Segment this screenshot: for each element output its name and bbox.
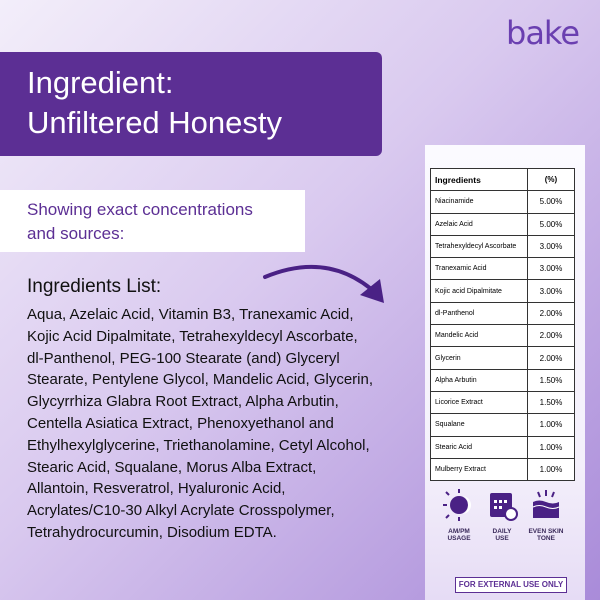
table-row: Tetrahexyldecyl Ascorbate 3.00%	[430, 234, 575, 259]
icon-label: USAGE	[447, 535, 471, 542]
table-row: dl-Panthenol 2.00%	[430, 301, 575, 326]
ingredient-cell: Tranexamic Acid	[430, 257, 528, 281]
ingredient-cell: Tetrahexyldecyl Ascorbate	[430, 234, 528, 259]
percent-cell: 5.00%	[527, 190, 575, 214]
title: Unfiltered Honesty	[27, 105, 283, 140]
percent-cell: 1.00%	[527, 435, 575, 459]
arrow	[263, 265, 384, 303]
percent-cell: 3.00%	[527, 279, 575, 303]
subtitle-box: Showing exact concentrations and sources…	[0, 190, 305, 252]
table-header: Ingredients (%)	[430, 167, 575, 192]
table-row: Alpha Arbutin 1.50%	[430, 368, 575, 392]
table-row: Tranexamic Acid 3.00%	[430, 257, 575, 281]
sun-moon-icon	[443, 489, 471, 521]
table-row: Glycerin 2.00%	[430, 346, 575, 370]
ingredient-cell: Mulberry Extract	[430, 457, 528, 482]
icon-daily: DAILY USE	[476, 488, 528, 542]
table-row: Stearic Acid 1.00%	[430, 435, 575, 459]
percent-cell: 1.50%	[527, 390, 575, 415]
icon-label: TONE	[537, 535, 555, 542]
calendar-icon	[490, 493, 518, 521]
ingredient-cell: Stearic Acid	[430, 435, 528, 459]
subtitle: and sources:	[27, 224, 125, 243]
percent-cell: 2.00%	[527, 324, 575, 348]
icon-label: DAILY	[492, 528, 512, 535]
percent-cell: 1.50%	[527, 368, 575, 392]
ingredient-cell: Kojic acid Dipalmitate	[430, 279, 528, 303]
icon-skin: EVEN SKIN TONE	[520, 488, 572, 542]
ingredient-cell: Mandelic Acid	[430, 324, 528, 348]
percent-cell: 3.00%	[527, 257, 575, 281]
ingredient-cell: Alpha Arbutin	[430, 368, 528, 392]
table-row: Mulberry Extract 1.00%	[430, 457, 575, 482]
ingredient-cell: dl-Panthenol	[430, 301, 528, 326]
title-box: Ingredient: Unfiltered Honesty	[0, 52, 382, 156]
header-cell: Ingredients	[430, 167, 528, 192]
title: Ingredient:	[27, 65, 174, 100]
list-text: Aqua, Azelaic Acid, Vitamin B3, Tranexam…	[27, 306, 373, 541]
table-row: Niacinamide 5.00%	[430, 190, 575, 214]
table-row: Mandelic Acid 2.00%	[430, 324, 575, 348]
ingredient-cell: Glycerin	[430, 346, 528, 370]
ingredient-cell: Licorice Extract	[430, 390, 528, 415]
header-cell: (%)	[527, 167, 575, 192]
footer-label: FOR EXTERNAL USE ONLY	[455, 577, 567, 593]
percent-cell: 3.00%	[527, 234, 575, 259]
percent-cell: 1.00%	[527, 457, 575, 482]
table-row: Azelaic Acid 5.00%	[430, 212, 575, 236]
table-row: Licorice Extract 1.50%	[430, 390, 575, 415]
ingredient-cell: Niacinamide	[430, 190, 528, 214]
icon-label: USE	[495, 535, 509, 542]
list-heading: Ingredients List:	[27, 276, 162, 297]
icon-label: AM/PM	[448, 528, 470, 535]
icon-ampm: AM/PM USAGE	[433, 488, 485, 542]
icon-label: EVEN SKIN	[528, 528, 564, 535]
skin-icon	[532, 490, 560, 518]
ingredients-list: Ingredients List: Aqua, Azelaic Acid, Vi…	[27, 276, 377, 544]
ingredient-cell: Squalane	[430, 413, 528, 437]
subtitle: Showing exact concentrations	[27, 200, 253, 219]
table-row: Kojic acid Dipalmitate 3.00%	[430, 279, 575, 303]
percent-cell: 2.00%	[527, 301, 575, 326]
logo: bake	[506, 14, 580, 52]
percent-cell: 5.00%	[527, 212, 575, 236]
ingredients-table: Ingredients (%) Niacinamide 5.00% Azelaic …	[430, 167, 575, 482]
percent-cell: 2.00%	[527, 346, 575, 370]
table-body: Ingredients (%) Niacinamide 5.00% Azelaic …	[430, 167, 575, 482]
table-row: Squalane 1.00%	[430, 413, 575, 437]
percent-cell: 1.00%	[527, 413, 575, 437]
ingredient-cell: Azelaic Acid	[430, 212, 528, 236]
